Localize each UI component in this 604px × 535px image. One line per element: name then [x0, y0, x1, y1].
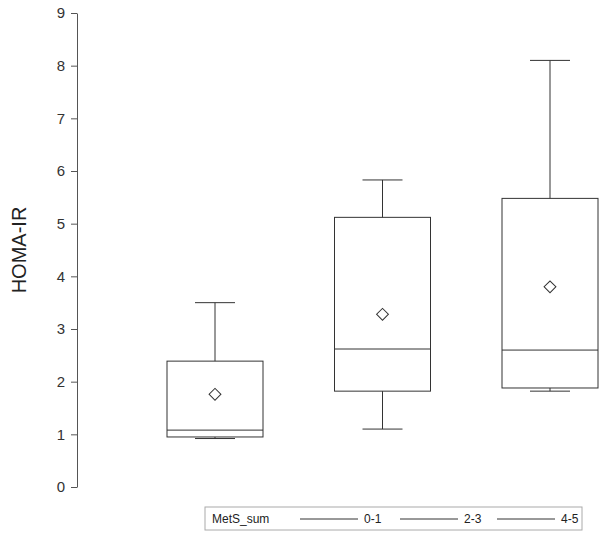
y-tick: 2 [57, 373, 77, 390]
legend-title: MetS_sum [212, 512, 269, 526]
y-tick-mark [71, 382, 77, 383]
y-tick-label: 9 [57, 4, 65, 21]
y-tick: 4 [57, 268, 77, 285]
y-tick-mark [71, 224, 77, 225]
y-tick: 8 [57, 57, 77, 74]
upper-whisker [215, 303, 216, 361]
y-tick: 3 [57, 320, 77, 337]
y-tick-mark [71, 118, 77, 119]
y-tick: 7 [57, 110, 77, 127]
lower-whisker-cap [363, 429, 403, 430]
mean-marker [377, 308, 389, 320]
y-tick-label: 3 [57, 320, 65, 337]
y-axis-line [77, 14, 78, 488]
mean-marker [209, 388, 221, 400]
box-group [335, 180, 431, 429]
legend-label: 4-5 [561, 512, 579, 526]
upper-whisker-cap [195, 302, 235, 303]
y-axis: 0 1 2 3 4 5 6 7 8 9 [57, 4, 78, 495]
y-tick-label: 8 [57, 57, 65, 74]
y-tick: 1 [57, 426, 77, 443]
y-tick-mark [71, 434, 77, 435]
y-tick-mark [71, 276, 77, 277]
legend-label: 2-3 [464, 512, 482, 526]
box [502, 198, 598, 388]
median-line [167, 430, 263, 431]
upper-whisker-cap [363, 179, 403, 180]
legend-frame [205, 507, 582, 530]
y-tick-mark [71, 487, 77, 488]
y-tick: 5 [57, 215, 77, 232]
chart: 0 1 2 3 4 5 6 7 8 9 HOMA-IR MetS_sum 0-1 2-3 4-5 [0, 0, 604, 535]
y-tick-label: 7 [57, 110, 65, 127]
y-tick-mark [71, 13, 77, 14]
upper-whisker [550, 60, 551, 198]
y-tick-label: 5 [57, 215, 65, 232]
box [167, 361, 263, 437]
y-tick: 9 [57, 4, 77, 21]
y-tick-label: 4 [57, 268, 65, 285]
y-tick-label: 0 [57, 478, 65, 495]
lower-whisker-cap [195, 438, 235, 439]
legend-swatch [400, 519, 458, 520]
legend: MetS_sum 0-1 2-3 4-5 [205, 507, 582, 530]
box-group [502, 60, 598, 391]
lower-whisker-cap [530, 391, 570, 392]
upper-whisker [382, 180, 383, 217]
y-tick-label: 6 [57, 162, 65, 179]
mean-marker [544, 281, 556, 293]
lower-whisker [382, 391, 383, 429]
y-tick-mark [71, 171, 77, 172]
box [335, 217, 431, 391]
y-tick-label: 2 [57, 373, 65, 390]
y-tick: 6 [57, 162, 77, 179]
y-axis-title: HOMA-IR [8, 207, 30, 294]
y-tick-mark [71, 329, 77, 330]
y-tick: 0 [57, 478, 77, 495]
legend-swatch [497, 519, 555, 520]
legend-label: 0-1 [364, 512, 382, 526]
median-line [335, 349, 431, 350]
median-line [502, 350, 598, 351]
legend-swatch [300, 519, 358, 520]
plot-area [167, 60, 598, 438]
upper-whisker-cap [530, 60, 570, 61]
box-group [167, 303, 263, 439]
y-tick-label: 1 [57, 426, 65, 443]
y-tick-mark [71, 66, 77, 67]
